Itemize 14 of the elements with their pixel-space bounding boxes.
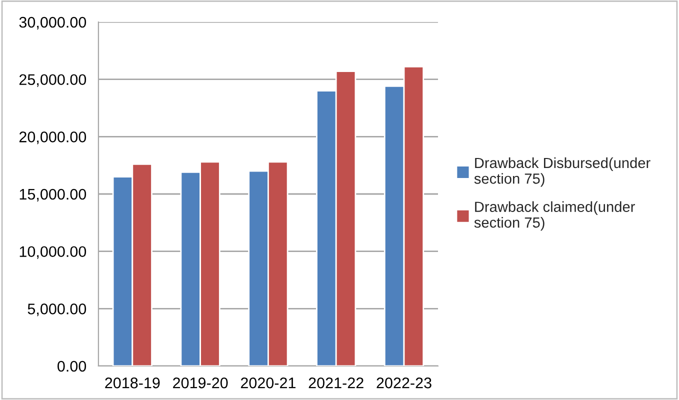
y-tick-label: 30,000.00 [19,16,86,30]
y-tick-label: 10,000.00 [20,246,86,259]
y-tick-label: 15,000.00 [20,188,86,202]
x-tick-label: 2019-20 [173,378,228,388]
y-tick-label: 20,000.00 [19,132,86,144]
y-tick-label: 25,000.00 [19,74,86,87]
y-tick-label: 5,000.00 [28,304,86,316]
x-tick-label: 2021-22 [308,378,364,388]
legend-label: Drawback claimed(under section 75) [474,201,635,231]
legend-label: Drawback Disbursed(under section 75) [474,157,650,187]
x-tick-label: 2018-19 [105,378,160,388]
x-tick-label: 2022-23 [376,378,432,388]
x-tick-label: 2020-21 [240,378,296,388]
y-tick-label: 0.00 [58,360,86,372]
